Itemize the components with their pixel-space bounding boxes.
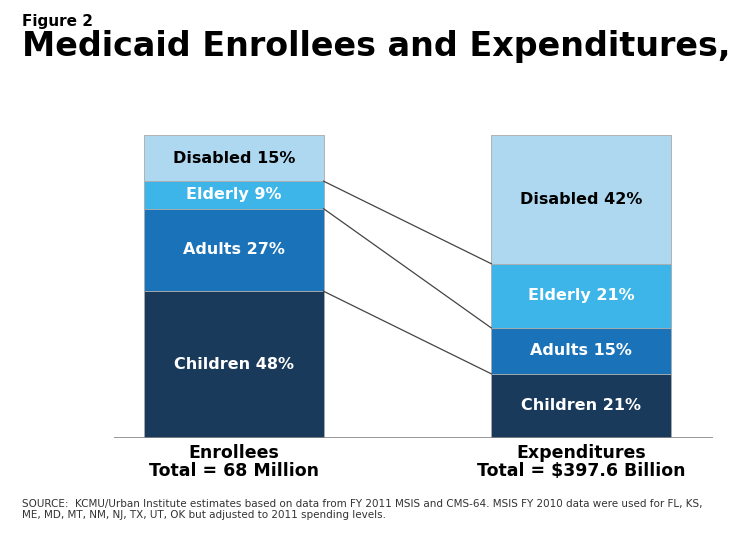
Text: FOUNDATION: FOUNDATION bbox=[656, 534, 695, 539]
Text: Elderly 21%: Elderly 21% bbox=[528, 288, 634, 304]
Bar bbox=[491, 328, 671, 374]
Text: Disabled 42%: Disabled 42% bbox=[520, 192, 642, 207]
Text: FAMILY: FAMILY bbox=[659, 523, 693, 532]
Text: Figure 2: Figure 2 bbox=[22, 14, 93, 29]
Bar bbox=[144, 136, 323, 181]
Text: SOURCE:  KCMU/Urban Institute estimates based on data from FY 2011 MSIS and CMS-: SOURCE: KCMU/Urban Institute estimates b… bbox=[22, 499, 703, 520]
Bar bbox=[144, 209, 323, 291]
Bar bbox=[491, 374, 671, 438]
Text: Expenditures: Expenditures bbox=[516, 444, 646, 462]
Text: Children 21%: Children 21% bbox=[521, 398, 641, 413]
Bar bbox=[144, 291, 323, 438]
Text: THE HENRY J.: THE HENRY J. bbox=[656, 506, 695, 511]
Text: Enrollees: Enrollees bbox=[188, 444, 279, 462]
Bar bbox=[144, 181, 323, 209]
Bar bbox=[491, 136, 671, 264]
Text: Total = 68 Million: Total = 68 Million bbox=[148, 462, 319, 480]
Bar bbox=[491, 264, 671, 328]
Text: Medicaid Enrollees and Expenditures, FY 2011: Medicaid Enrollees and Expenditures, FY … bbox=[22, 30, 735, 63]
Text: Disabled 15%: Disabled 15% bbox=[173, 151, 295, 166]
Text: Adults 27%: Adults 27% bbox=[183, 242, 284, 257]
Text: Children 48%: Children 48% bbox=[173, 357, 294, 372]
Text: Adults 15%: Adults 15% bbox=[530, 343, 632, 358]
Text: Elderly 9%: Elderly 9% bbox=[186, 187, 282, 202]
Text: Total = $397.6 Billion: Total = $397.6 Billion bbox=[477, 462, 686, 480]
Text: KAISER: KAISER bbox=[657, 514, 695, 523]
